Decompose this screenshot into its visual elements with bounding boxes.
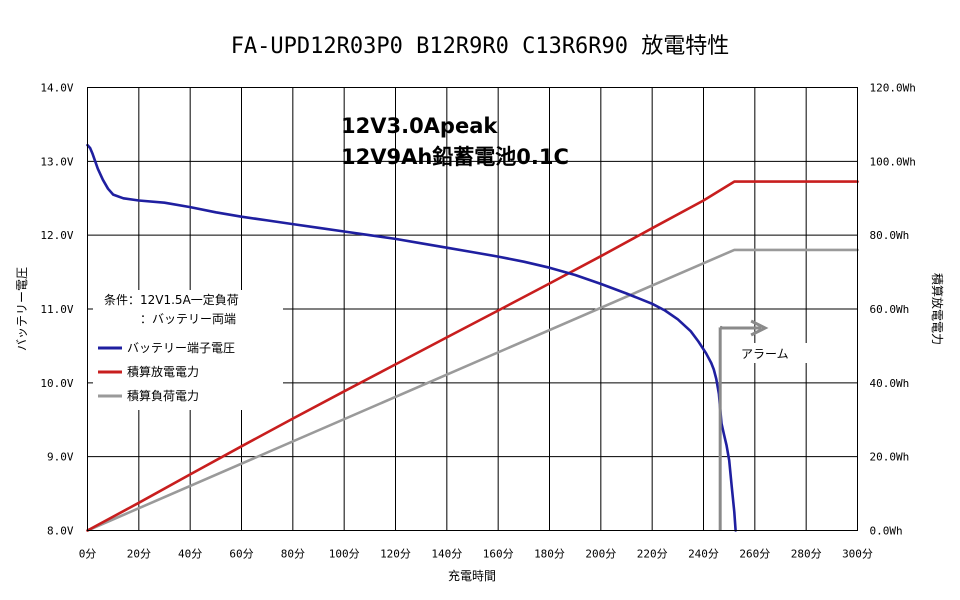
chart-title: FA-UPD12R03P0 B12R9R0 C13R6R90 放電特性 bbox=[231, 34, 730, 59]
x-tick-label: 140分 bbox=[431, 548, 462, 561]
y-right-tick-label: 120.0Wh bbox=[870, 82, 916, 95]
legend-label-load: 積算負荷電力 bbox=[127, 388, 199, 403]
x-tick-labels: 0分 20分 40分 60分 80分 100分 120分 140分 160分 180分 200分 22… bbox=[79, 548, 873, 561]
y-left-tick-label: 14.0V bbox=[40, 82, 73, 95]
y-right-tick-label: 20.0Wh bbox=[870, 451, 910, 464]
legend-box bbox=[93, 290, 283, 410]
load-energy-series-line bbox=[86, 248, 859, 532]
x-tick-label: 300分 bbox=[842, 548, 873, 561]
y-right-tick-label: 100.0Wh bbox=[870, 155, 916, 168]
x-tick-label: 0分 bbox=[79, 548, 97, 561]
x-tick-label: 80分 bbox=[281, 548, 305, 561]
legend-label-voltage: バッテリー端子電圧 bbox=[127, 341, 235, 355]
y-left-tick-label: 13.0V bbox=[40, 155, 73, 168]
plot-frame bbox=[87, 87, 858, 531]
x-tick-label: 200分 bbox=[585, 548, 616, 561]
y-right-axis-label: 積算放電電力 bbox=[930, 273, 945, 345]
y-left-tick-label: 8.0V bbox=[47, 525, 74, 538]
x-tick-label: 220分 bbox=[637, 548, 668, 561]
y-left-axis-label: バッテリー電圧 bbox=[15, 267, 29, 351]
y-right-tick-label: 40.0Wh bbox=[870, 377, 910, 390]
y-right-tick-label: 60.0Wh bbox=[870, 303, 910, 316]
x-tick-label: 120分 bbox=[380, 548, 411, 561]
spec-line-1: 12V3.0Apeak bbox=[341, 114, 498, 138]
discharge-energy-series-line bbox=[86, 180, 859, 532]
legend-label-discharge: 積算放電電力 bbox=[127, 364, 199, 379]
y-right-tick-labels: 0.0Wh 20.0Wh 40.0Wh 60.0Wh 80.0Wh 100.0Wh 120.… bbox=[870, 82, 916, 538]
y-left-tick-label: 12.0V bbox=[40, 229, 73, 242]
alarm-arrow-head bbox=[750, 319, 769, 337]
x-tick-label: 60分 bbox=[229, 548, 253, 561]
alarm-label-bg bbox=[735, 343, 807, 363]
y-right-tick-label: 0.0Wh bbox=[870, 525, 903, 538]
x-axis-label: 充電時間 bbox=[448, 568, 496, 583]
alarm-label: アラーム bbox=[741, 347, 789, 361]
x-tick-label: 240分 bbox=[688, 548, 719, 561]
x-tick-label: 40分 bbox=[178, 548, 202, 561]
y-left-tick-label: 11.0V bbox=[40, 303, 73, 316]
x-tick-label: 20分 bbox=[127, 548, 151, 561]
grid bbox=[87, 87, 858, 531]
x-tick-label: 100分 bbox=[329, 548, 360, 561]
x-tick-label: 180分 bbox=[534, 548, 565, 561]
spec-line-2: 12V9Ah鉛蓄電池0.1C bbox=[341, 145, 569, 169]
x-tick-label: 160分 bbox=[483, 548, 514, 561]
y-left-tick-labels: 8.0V 9.0V 10.0V 11.0V 12.0V 13.0V 14.0V bbox=[40, 82, 73, 538]
y-left-tick-label: 10.0V bbox=[40, 377, 73, 390]
condition-line-1: 条件：12V1.5A一定負荷 bbox=[104, 292, 239, 307]
condition-line-2: ：バッテリー両端 bbox=[140, 312, 236, 326]
y-left-tick-label: 9.0V bbox=[47, 451, 74, 464]
x-tick-label: 260分 bbox=[739, 548, 770, 561]
x-tick-label: 280分 bbox=[791, 548, 822, 561]
y-right-tick-label: 80.0Wh bbox=[870, 229, 910, 242]
alarm-marker bbox=[718, 319, 769, 531]
